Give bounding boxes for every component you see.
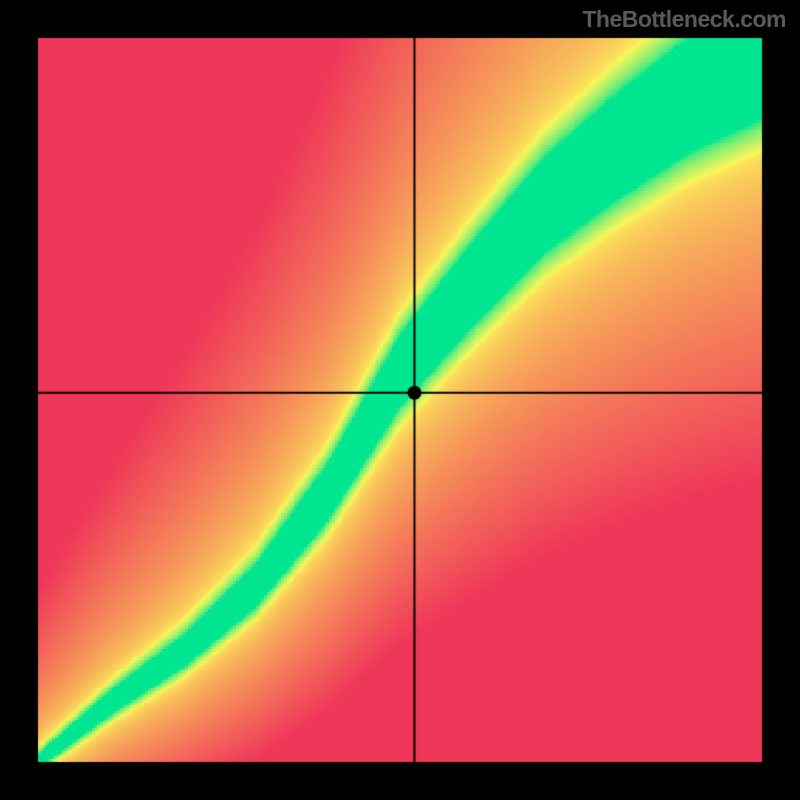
chart-container: TheBottleneck.com [0,0,800,800]
heatmap-canvas [0,0,800,800]
watermark: TheBottleneck.com [582,6,786,33]
